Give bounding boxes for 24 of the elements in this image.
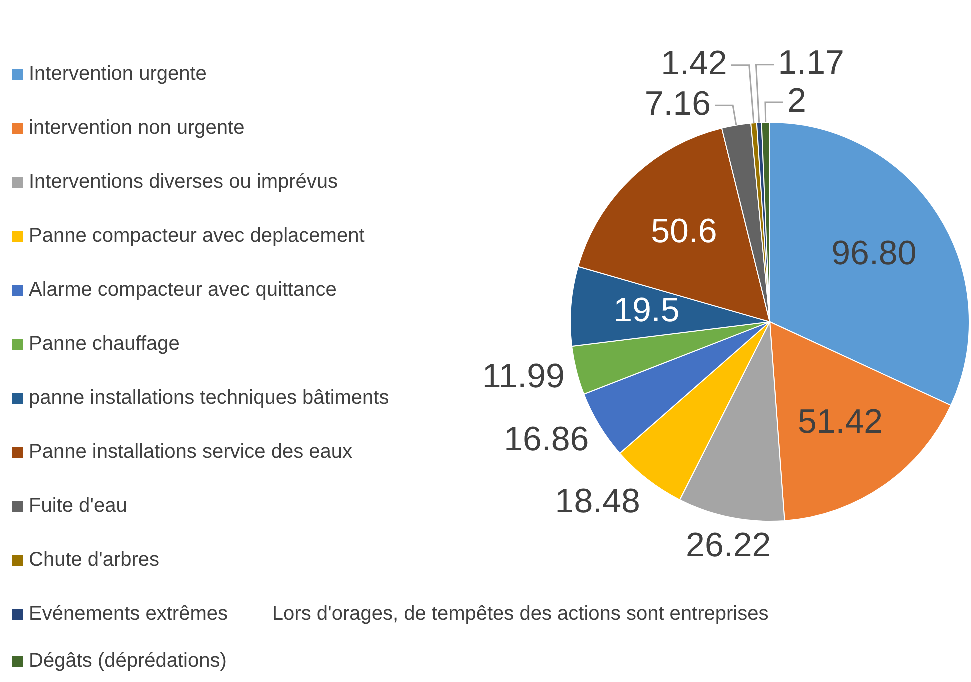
legend-label: Intervention urgente xyxy=(29,62,207,86)
data-label: 50.6 xyxy=(651,212,718,250)
data-label: 26.22 xyxy=(686,526,772,564)
legend-label: Dégâts (déprédations) xyxy=(29,650,227,672)
legend-label: Interventions diverses ou imprévus xyxy=(29,170,338,194)
data-label: 51.42 xyxy=(798,403,884,442)
data-label: 18.48 xyxy=(555,482,640,521)
data-label: 1.42 xyxy=(661,44,728,83)
legend-label: Alarme compacteur avec quittance xyxy=(29,278,337,302)
legend-label: Panne chauffage xyxy=(29,332,180,356)
data-label: 96.80 xyxy=(832,234,917,273)
legend-label: Fuite d'eau xyxy=(29,494,128,518)
data-label: 19.5 xyxy=(614,292,680,330)
legend-label: intervention non urgente xyxy=(29,116,245,140)
data-label: 1.17 xyxy=(778,44,844,82)
data-label: 2 xyxy=(787,82,806,120)
legend-label: Evénements extrêmes Lors d'orages, de tempêtes des actions sont entreprises xyxy=(29,602,769,626)
data-label: 7.16 xyxy=(644,85,712,124)
legend-label: Panne installations service des eaux xyxy=(29,440,353,464)
data-label: 11.99 xyxy=(482,358,565,396)
data-label: 16.86 xyxy=(504,420,590,458)
legend-label: Chute d'arbres xyxy=(29,548,160,572)
legend-label: Panne compacteur avec deplacement xyxy=(29,224,365,248)
legend-label: panne installations techniques bâtiments xyxy=(29,386,390,410)
